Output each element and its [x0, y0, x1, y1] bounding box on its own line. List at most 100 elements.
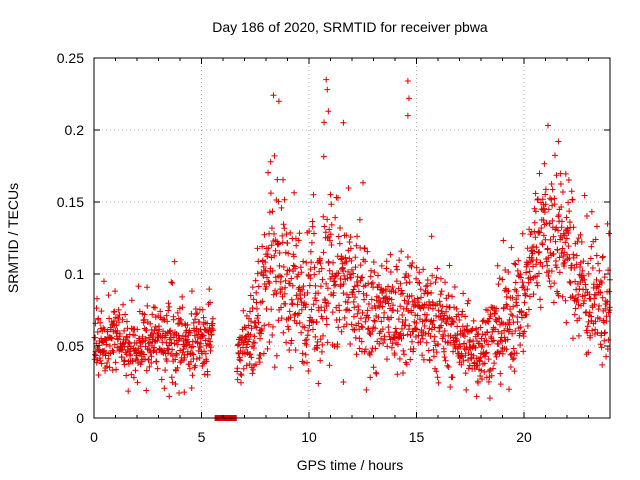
- data-point: [308, 306, 315, 313]
- data-point: [257, 299, 264, 306]
- data-point: [493, 353, 500, 360]
- data-point: [442, 318, 449, 325]
- data-point: [454, 323, 461, 330]
- data-point: [299, 350, 306, 357]
- data-point: [551, 152, 558, 159]
- data-point: [368, 267, 375, 274]
- data-point: [377, 298, 384, 305]
- data-point: [588, 313, 595, 320]
- data-point: [287, 364, 294, 371]
- data-point: [164, 318, 171, 325]
- data-point: [353, 279, 360, 286]
- data-point: [245, 322, 252, 329]
- data-point: [526, 268, 533, 275]
- data-point: [395, 316, 402, 323]
- data-point: [309, 326, 316, 333]
- data-point: [250, 296, 257, 303]
- data-point: [577, 231, 584, 238]
- data-point: [277, 304, 284, 311]
- data-point: [282, 300, 289, 307]
- data-point: [541, 209, 548, 216]
- data-point: [351, 304, 358, 311]
- data-point: [321, 119, 328, 126]
- data-point: [396, 331, 403, 338]
- data-point: [158, 376, 165, 383]
- data-point: [237, 371, 244, 378]
- data-point: [460, 357, 467, 364]
- data-point: [273, 290, 280, 297]
- data-point: [402, 317, 409, 324]
- data-point: [110, 320, 117, 327]
- data-point: [246, 336, 253, 343]
- data-point: [350, 298, 357, 305]
- data-point: [512, 328, 519, 335]
- data-point: [419, 318, 426, 325]
- data-point: [280, 329, 287, 336]
- data-point: [332, 281, 339, 288]
- data-point: [569, 196, 576, 203]
- data-point: [535, 270, 542, 277]
- data-point: [535, 249, 542, 256]
- data-point: [324, 339, 331, 346]
- data-point: [183, 342, 190, 349]
- data-point: [157, 308, 164, 315]
- data-point: [278, 286, 285, 293]
- data-point: [341, 272, 348, 279]
- data-point: [389, 284, 396, 291]
- data-point: [199, 363, 206, 370]
- data-point: [459, 354, 466, 361]
- data-point: [594, 329, 601, 336]
- data-point: [499, 276, 506, 283]
- data-point: [244, 341, 251, 348]
- data-point: [536, 248, 543, 255]
- data-point: [298, 299, 305, 306]
- data-point: [237, 379, 244, 386]
- data-point: [278, 204, 285, 211]
- data-point: [509, 330, 516, 337]
- data-point: [300, 258, 307, 265]
- data-point: [576, 264, 583, 271]
- data-point: [526, 293, 533, 300]
- data-point: [106, 315, 113, 322]
- data-point: [598, 344, 605, 351]
- data-point: [453, 336, 460, 343]
- data-point: [381, 309, 388, 316]
- data-point: [350, 270, 357, 277]
- data-point: [546, 278, 553, 285]
- data-point: [525, 306, 532, 313]
- data-point: [282, 284, 289, 291]
- data-point: [432, 279, 439, 286]
- data-point: [597, 341, 604, 348]
- data-point: [369, 328, 376, 335]
- data-point: [592, 326, 599, 333]
- data-point: [98, 308, 105, 315]
- data-point: [582, 281, 589, 288]
- data-point: [517, 324, 524, 331]
- data-point: [140, 319, 147, 326]
- data-point: [517, 342, 524, 349]
- data-point: [307, 248, 314, 255]
- data-point: [326, 267, 333, 274]
- data-point: [357, 277, 364, 284]
- data-point: [285, 326, 292, 333]
- data-point: [468, 327, 475, 334]
- data-point: [365, 301, 372, 308]
- data-point: [301, 324, 308, 331]
- data-point: [509, 356, 516, 363]
- data-point: [260, 350, 267, 357]
- data-point: [267, 190, 274, 197]
- data-point: [428, 289, 435, 296]
- data-point: [143, 367, 150, 374]
- data-point: [331, 343, 338, 350]
- data-point: [191, 364, 198, 371]
- data-point: [160, 316, 167, 323]
- data-point: [533, 244, 540, 251]
- data-point: [177, 359, 184, 366]
- data-point: [361, 296, 368, 303]
- data-point: [465, 356, 472, 363]
- data-point: [280, 221, 287, 228]
- data-point: [491, 360, 498, 367]
- data-point: [323, 315, 330, 322]
- data-point: [540, 232, 547, 239]
- data-point: [579, 267, 586, 274]
